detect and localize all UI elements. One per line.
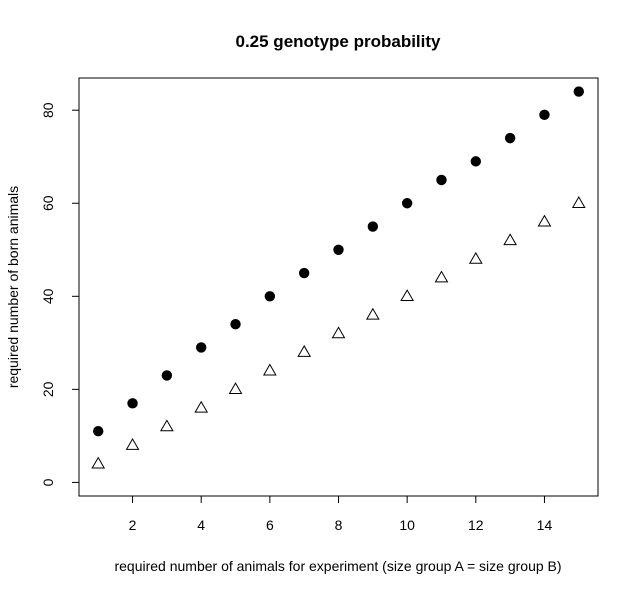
x-tick-label: 2 [129, 517, 137, 533]
open-triangle-point [228, 382, 243, 395]
x-tick-label: 8 [335, 517, 343, 533]
open-triangle-point [537, 214, 552, 227]
x-tick-label: 4 [197, 517, 205, 533]
filled-circle-point [367, 221, 379, 232]
open-triangle-point [160, 419, 174, 432]
open-triangle-point [194, 400, 209, 413]
filled-circle-point [504, 132, 516, 144]
x-tick-label: 10 [399, 517, 415, 533]
filled-circle-point [161, 370, 173, 381]
data-points [91, 86, 586, 469]
chart-title: 0.25 genotype probability [236, 32, 442, 51]
open-triangle-point [365, 307, 380, 320]
x-tick-label: 14 [537, 517, 553, 533]
open-triangle-point [91, 456, 106, 469]
filled-circle-point [298, 267, 310, 279]
y-tick-label: 60 [40, 195, 56, 211]
y-tick-label: 80 [40, 102, 56, 118]
y-tick-label: 0 [40, 478, 56, 486]
y-tick-label: 40 [40, 288, 56, 304]
x-tick-label: 12 [468, 517, 484, 533]
filled-circle-point [436, 174, 447, 186]
x-axis: 2 4 6 8 10 12 14 [129, 495, 553, 533]
filled-circle-point [539, 109, 550, 121]
filled-circle-point [573, 86, 584, 97]
open-triangle-point [125, 437, 140, 450]
x-axis-label: required number of animals for experimen… [114, 558, 561, 574]
filled-circle-point [470, 156, 482, 167]
filled-circle-point [264, 291, 276, 302]
filled-circle-point [333, 244, 344, 255]
filled-circle-point [401, 198, 413, 209]
plot-frame [78, 77, 599, 497]
filled-circle-point [230, 319, 241, 330]
open-triangle-point [297, 344, 312, 357]
open-triangle-point [262, 363, 277, 376]
y-axis-label: required number of born animals [5, 186, 21, 388]
filled-circle-point [127, 398, 138, 409]
filled-circle-point [93, 426, 104, 437]
filled-circle-point [195, 342, 207, 353]
y-tick-label: 20 [40, 381, 56, 397]
open-triangle-point [571, 196, 586, 208]
x-tick-label: 6 [266, 517, 274, 533]
y-axis: 0 20 40 60 80 [40, 102, 80, 486]
open-triangle-point [503, 233, 517, 246]
open-triangle-point [400, 289, 415, 302]
open-triangle-point [468, 251, 483, 264]
open-triangle-point [434, 270, 449, 283]
open-triangle-point [331, 326, 346, 339]
